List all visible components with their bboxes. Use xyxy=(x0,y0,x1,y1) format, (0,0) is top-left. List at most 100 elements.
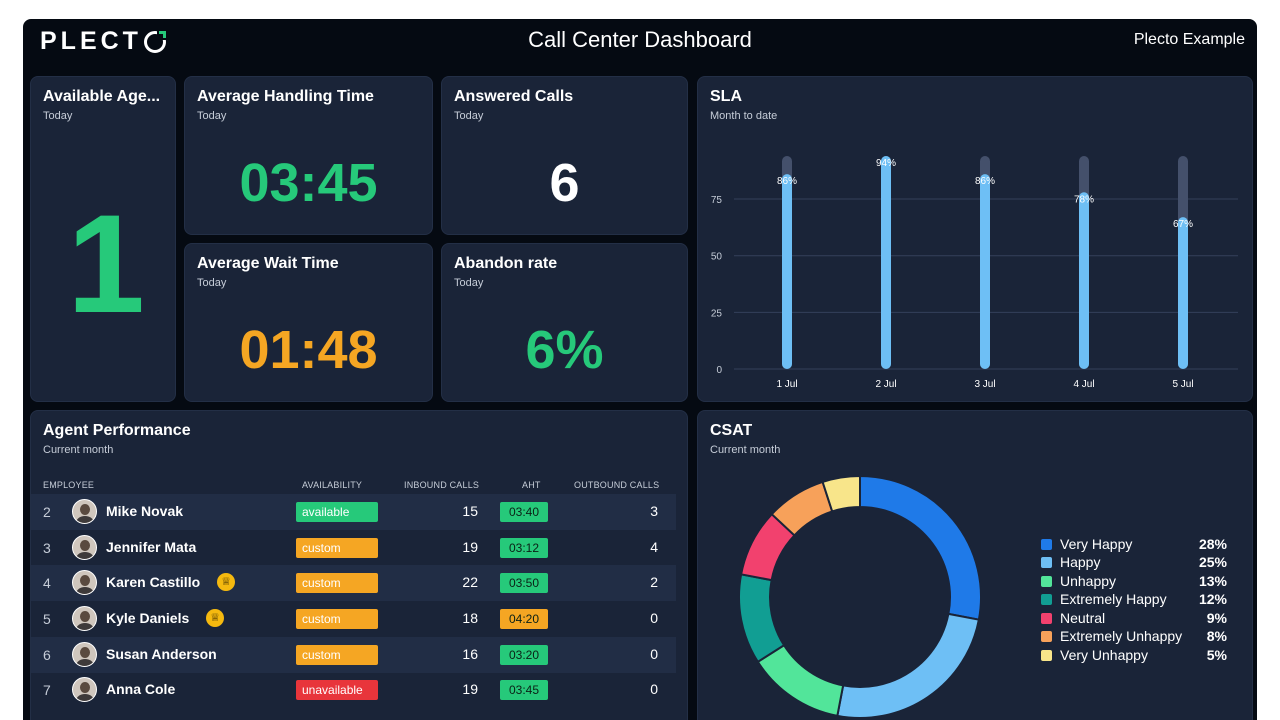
sla-x-tick-label: 3 Jul xyxy=(974,379,995,390)
employee-name[interactable]: Karen Castillo xyxy=(106,574,201,590)
csat-legend-item[interactable]: Extremely Happy 12% xyxy=(1041,590,1231,608)
legend-label: Very Unhappy xyxy=(1060,647,1148,663)
column-header-employee[interactable]: EMPLOYEE xyxy=(43,480,95,490)
widget-subtitle: Month to date xyxy=(710,110,778,122)
availability-status-badge: custom xyxy=(296,538,378,558)
avatar[interactable] xyxy=(72,642,97,667)
top-bar: PLECT Call Center Dashboard Plecto Examp… xyxy=(23,19,1257,71)
csat-slice[interactable] xyxy=(859,474,982,621)
sla-x-tick-label: 1 Jul xyxy=(776,379,797,390)
table-row[interactable]: 3 Jennifer Mata custom 19 03:12 4 xyxy=(31,530,676,566)
sla-x-tick-label: 4 Jul xyxy=(1073,379,1094,390)
plecto-logo[interactable]: PLECT xyxy=(40,27,167,56)
outbound-calls-value: 0 xyxy=(650,610,658,626)
widget-subtitle: Today xyxy=(197,277,227,289)
sla-y-tick-label: 75 xyxy=(711,195,723,206)
outbound-calls-value: 0 xyxy=(650,646,658,662)
sla-bar-value-label: 86% xyxy=(777,176,797,187)
table-row[interactable]: 5 Kyle Daniels ♕ custom 18 04:20 0 xyxy=(31,601,676,637)
legend-swatch xyxy=(1041,631,1052,642)
csat-legend-item[interactable]: Unhappy 13% xyxy=(1041,572,1231,590)
legend-label: Extremely Unhappy xyxy=(1060,628,1183,644)
widget-subtitle: Current month xyxy=(710,444,781,456)
rank-number: 4 xyxy=(43,575,51,591)
avatar[interactable] xyxy=(72,677,97,702)
legend-percent: 9% xyxy=(1206,610,1227,626)
aht-value-badge: 03:50 xyxy=(500,573,548,593)
widget-csat[interactable]: CSAT Current month xyxy=(697,410,1253,720)
sla-bar-value-label: 94% xyxy=(876,158,896,169)
column-header-availability[interactable]: AVAILABILITY xyxy=(302,480,363,490)
inbound-calls-value: 22 xyxy=(462,574,478,590)
avatar[interactable] xyxy=(72,535,97,560)
employee-name[interactable]: Kyle Daniels xyxy=(106,610,190,626)
inbound-calls-value: 19 xyxy=(462,681,478,697)
inbound-calls-value: 15 xyxy=(462,503,478,519)
rank-number: 5 xyxy=(43,611,51,627)
table-row[interactable]: 4 Karen Castillo ♕ custom 22 03:50 2 xyxy=(31,565,676,601)
account-name[interactable]: Plecto Example xyxy=(1133,31,1245,48)
widget-subtitle: Today xyxy=(197,110,227,122)
widget-average-wait-time[interactable]: Average Wait Time Today 01:48 xyxy=(184,243,433,402)
outbound-calls-value: 0 xyxy=(650,681,658,697)
table-row[interactable]: 2 Mike Novak available 15 03:40 3 xyxy=(31,494,676,530)
legend-label: Unhappy xyxy=(1060,573,1117,589)
sla-bar-value-label: 78% xyxy=(1074,194,1094,205)
csat-legend-item[interactable]: Neutral 9% xyxy=(1041,609,1231,627)
sla-y-tick-label: 25 xyxy=(711,308,723,319)
dashboard-title: Call Center Dashboard xyxy=(528,27,752,52)
csat-slice[interactable] xyxy=(738,573,786,664)
sla-bar[interactable] xyxy=(1178,217,1188,369)
legend-label: Extremely Happy xyxy=(1060,591,1167,607)
widget-available-agents[interactable]: Available Age... Today 1 xyxy=(30,76,176,402)
widget-title: Available Age... xyxy=(43,88,161,105)
sla-bar[interactable] xyxy=(1079,192,1089,369)
avatar[interactable] xyxy=(72,499,97,524)
table-row[interactable]: 7 Anna Cole unavailable 19 03:45 0 xyxy=(31,672,676,708)
csat-legend-item[interactable]: Extremely Unhappy 8% xyxy=(1041,627,1231,645)
sla-bar[interactable] xyxy=(881,156,891,369)
csat-legend-item[interactable]: Very Unhappy 5% xyxy=(1041,646,1231,664)
availability-status-badge: custom xyxy=(296,573,378,593)
rank-number: 3 xyxy=(43,540,51,556)
aht-value-badge: 03:40 xyxy=(500,502,548,522)
avatar[interactable] xyxy=(72,606,97,631)
csat-legend-item[interactable]: Very Happy 28% xyxy=(1041,535,1231,553)
availability-status-badge: custom xyxy=(296,609,378,629)
widget-abandon-rate[interactable]: Abandon rate Today 6% xyxy=(441,243,688,402)
csat-slice[interactable] xyxy=(756,643,845,718)
kpi-value: 01:48 xyxy=(239,320,378,380)
sla-y-tick-label: 50 xyxy=(711,252,723,263)
legend-label: Happy xyxy=(1060,554,1101,570)
widget-subtitle: Today xyxy=(454,277,484,289)
column-header-inbound-calls[interactable]: INBOUND CALLS xyxy=(404,480,480,490)
legend-percent: 12% xyxy=(1198,591,1227,607)
legend-percent: 25% xyxy=(1198,554,1227,570)
dashboard-frame: PLECT Call Center Dashboard Plecto Examp… xyxy=(23,19,1257,720)
kpi-value: 6% xyxy=(525,320,604,380)
sla-bar[interactable] xyxy=(782,174,792,369)
widget-title: Average Wait Time xyxy=(197,255,339,272)
availability-status-badge: available xyxy=(296,502,378,522)
employee-name[interactable]: Jennifer Mata xyxy=(106,539,197,555)
outbound-calls-value: 4 xyxy=(650,539,658,555)
widget-sla[interactable]: SLA Month to date 0 25 50 75 86% 1 Jul 94% 2 Ju… xyxy=(697,76,1253,402)
column-header-outbound-calls[interactable]: OUTBOUND CALLS xyxy=(574,480,660,490)
employee-name[interactable]: Susan Anderson xyxy=(106,646,217,662)
employee-name[interactable]: Mike Novak xyxy=(106,503,184,519)
csat-legend-item[interactable]: Happy 25% xyxy=(1041,553,1231,571)
sla-bar[interactable] xyxy=(980,174,990,369)
logo-text: PLECT xyxy=(40,27,142,55)
csat-slice[interactable] xyxy=(836,612,981,719)
legend-swatch xyxy=(1041,539,1052,550)
avatar[interactable] xyxy=(72,570,97,595)
legend-percent: 13% xyxy=(1198,573,1227,589)
widget-answered-calls[interactable]: Answered Calls Today 6 xyxy=(441,76,688,235)
availability-status-badge: unavailable xyxy=(296,680,378,700)
aht-value-badge: 04:20 xyxy=(500,609,548,629)
employee-name[interactable]: Anna Cole xyxy=(106,681,176,697)
widget-average-handling-time[interactable]: Average Handling Time Today 03:45 xyxy=(184,76,433,235)
table-row[interactable]: 6 Susan Anderson custom 16 03:20 0 xyxy=(31,637,676,673)
column-header-aht[interactable]: AHT xyxy=(522,480,541,490)
csat-slice[interactable] xyxy=(821,474,861,513)
